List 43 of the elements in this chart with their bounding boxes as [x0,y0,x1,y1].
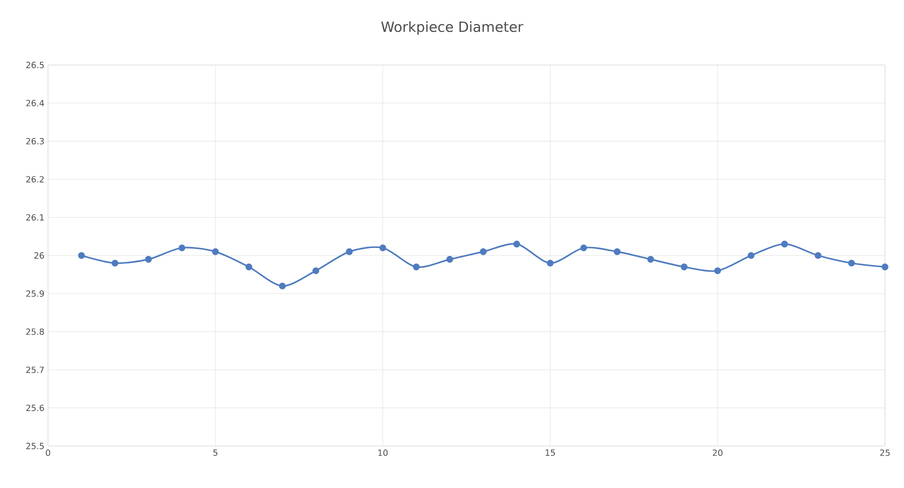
point [412,264,420,270]
point [245,264,252,270]
point [614,248,621,256]
point [647,256,654,263]
point [680,264,688,270]
y-tick-label: 25.5 [26,442,44,450]
y-tick-label: 26.3 [26,138,44,144]
x-tick-label: 25 [880,450,890,456]
y-tick-label: 26.5 [26,62,44,68]
point [546,260,554,267]
point [814,252,822,259]
y-tick-label: 26.4 [26,100,44,106]
point [346,248,353,256]
point [446,256,454,263]
y-tick-label: 25.8 [26,328,44,335]
point [882,264,888,270]
y-tick-label: 25.6 [26,404,44,412]
point [781,240,788,248]
point [513,240,520,248]
point [178,244,186,252]
point [145,256,152,263]
point [580,244,588,252]
x-tick-label: 20 [712,450,722,456]
point [78,252,85,259]
point [714,267,721,274]
y-tick-label: 26.1 [26,214,44,221]
point [848,260,855,267]
x-tick-label: 15 [546,450,555,456]
point [480,248,487,256]
y-tick-label: 26.2 [26,176,44,183]
point [112,260,118,267]
y-tick-label: 25.7 [26,366,44,374]
x-tick-label: 10 [378,450,388,456]
x-tick-label: 5 [213,450,218,456]
x-tick-label: 0 [46,450,50,456]
y-tick-label: 26 [34,252,44,259]
y-tick-label: 25.9 [26,290,44,297]
point [379,244,386,252]
point [212,248,219,256]
point [278,282,286,290]
point [312,267,320,274]
point [748,252,754,259]
chart-title: Workpiece Diameter [381,21,524,35]
